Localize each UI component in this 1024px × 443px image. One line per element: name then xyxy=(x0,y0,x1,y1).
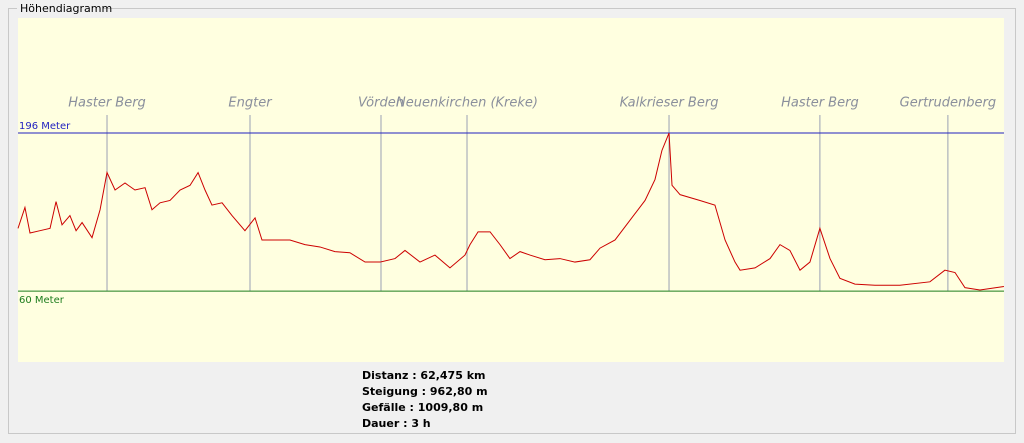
reference-label: 60 Meter xyxy=(19,295,65,306)
waypoint-label: Vörden xyxy=(358,96,404,111)
waypoint-label: Haster Berg xyxy=(781,96,859,111)
waypoint-label: Gertrudenberg xyxy=(900,96,996,111)
elevation-line xyxy=(17,132,1004,291)
group-box xyxy=(8,8,1016,434)
waypoint-label: Haster Berg xyxy=(68,96,146,111)
waypoint-label: Kalkrieser Berg xyxy=(620,96,719,111)
stat-duration: Dauer : 3 h xyxy=(362,417,431,430)
stat-ascent: Steigung : 962,80 m xyxy=(362,385,488,398)
plot-area xyxy=(18,18,1004,362)
waypoint-label: Neuenkirchen (Kreke) xyxy=(396,96,538,111)
waypoint-label: Engter xyxy=(228,96,273,111)
stat-distance: Distanz : 62,475 km xyxy=(362,369,485,382)
reference-label: 196 Meter xyxy=(19,121,71,132)
group-title-bg xyxy=(17,2,103,16)
stat-descent: Gefälle : 1009,80 m xyxy=(362,401,483,414)
group-title: Höhendiagramm xyxy=(20,2,112,15)
